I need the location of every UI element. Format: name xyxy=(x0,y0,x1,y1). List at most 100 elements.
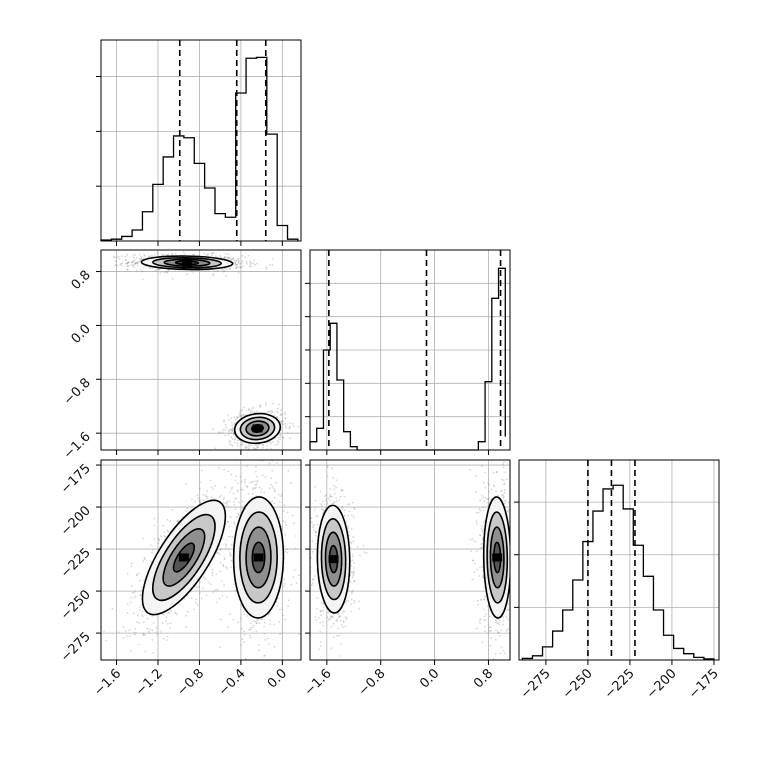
scatter-point xyxy=(233,259,236,262)
scatter-point xyxy=(151,552,154,554)
scatter-point xyxy=(489,645,492,647)
scatter-point xyxy=(174,611,177,614)
scatter-point xyxy=(292,422,294,425)
scatter-point xyxy=(345,618,348,621)
scatter-point xyxy=(259,404,262,406)
scatter-point xyxy=(320,601,323,604)
scatter-point xyxy=(268,462,271,465)
scatter-point xyxy=(497,632,500,634)
scatter-point xyxy=(137,614,139,617)
scatter-point xyxy=(169,622,172,625)
histogram-panel-1 xyxy=(96,39,302,246)
scatter-point xyxy=(211,574,214,577)
scatter-point xyxy=(121,262,124,265)
scatter-point xyxy=(121,264,123,267)
density-2-mode-1-peak xyxy=(178,553,189,562)
scatter-point xyxy=(315,608,318,610)
scatter-point xyxy=(148,632,151,635)
scatter-point xyxy=(258,486,261,489)
scatter-point xyxy=(312,578,315,581)
scatter-point xyxy=(130,261,133,264)
scatter-point xyxy=(483,619,485,621)
scatter-point xyxy=(488,615,491,618)
scatter-point xyxy=(347,514,350,517)
scatter-point xyxy=(199,581,202,584)
scatter-point xyxy=(126,253,129,256)
scatter-point xyxy=(475,475,478,478)
scatter-point xyxy=(266,411,269,414)
scatter-point xyxy=(223,257,226,259)
scatter-point xyxy=(127,265,130,267)
scatter-point xyxy=(326,503,328,505)
scatter-point xyxy=(218,466,221,469)
scatter-point xyxy=(344,616,347,619)
scatter-point xyxy=(207,253,210,255)
scatter-point xyxy=(249,263,252,265)
scatter-point xyxy=(283,585,285,588)
scatter-point xyxy=(234,498,237,500)
scatter-point xyxy=(233,504,236,506)
scatter-point xyxy=(153,537,156,540)
scatter-point xyxy=(352,540,355,543)
scatter-point xyxy=(241,638,244,641)
scatter-point xyxy=(195,598,197,601)
scatter-point xyxy=(477,511,480,514)
scatter-point xyxy=(138,606,141,609)
scatter-point xyxy=(155,268,158,271)
scatter-point xyxy=(261,444,264,446)
density-1-plot-area xyxy=(112,250,300,450)
scatter-point xyxy=(502,497,505,499)
scatter-point xyxy=(264,405,267,407)
scatter-point xyxy=(231,430,234,433)
scatter-point xyxy=(122,636,125,639)
scatter-point xyxy=(329,615,332,618)
scatter-point xyxy=(272,441,274,444)
scatter-point xyxy=(222,428,224,431)
scatter-point xyxy=(151,639,154,641)
scatter-point xyxy=(479,499,481,502)
scatter-point xyxy=(240,266,243,269)
scatter-point xyxy=(186,610,189,613)
scatter-point xyxy=(199,591,201,594)
scatter-point xyxy=(163,535,166,537)
scatter-point xyxy=(338,655,341,657)
scatter-point xyxy=(237,257,240,260)
scatter-point xyxy=(159,268,161,271)
scatter-point xyxy=(279,438,281,441)
scatter-point xyxy=(502,479,505,482)
scatter-point xyxy=(262,443,264,446)
scatter-point xyxy=(319,630,322,633)
scatter-point xyxy=(186,273,189,276)
scatter-point xyxy=(352,573,355,575)
scatter-point xyxy=(191,498,193,501)
scatter-point xyxy=(141,270,144,273)
scatter-point xyxy=(126,603,129,606)
scatter-point xyxy=(122,626,125,628)
scatter-point xyxy=(163,614,165,616)
scatter-point xyxy=(135,631,137,634)
scatter-point xyxy=(328,494,331,496)
scatter-point xyxy=(137,572,140,575)
scatter-point xyxy=(225,539,228,541)
scatter-point xyxy=(493,485,495,487)
scatter-point xyxy=(255,620,257,623)
scatter-point xyxy=(340,488,343,491)
scatter-point xyxy=(156,253,159,255)
scatter-point xyxy=(171,509,174,511)
scatter-point xyxy=(287,432,289,434)
scatter-point xyxy=(284,583,286,585)
scatter-point xyxy=(471,578,474,581)
scatter-point xyxy=(234,589,237,592)
scatter-point xyxy=(212,428,214,430)
scatter-point xyxy=(232,429,235,432)
scatter-point xyxy=(226,504,229,507)
scatter-point xyxy=(474,540,476,543)
scatter-point xyxy=(321,500,324,503)
scatter-point xyxy=(265,268,268,270)
scatter-point xyxy=(268,643,270,645)
scatter-point xyxy=(341,489,344,492)
scatter-point xyxy=(112,255,115,258)
scatter-point xyxy=(269,619,271,622)
scatter-point xyxy=(249,261,252,264)
scatter-point xyxy=(241,260,244,262)
